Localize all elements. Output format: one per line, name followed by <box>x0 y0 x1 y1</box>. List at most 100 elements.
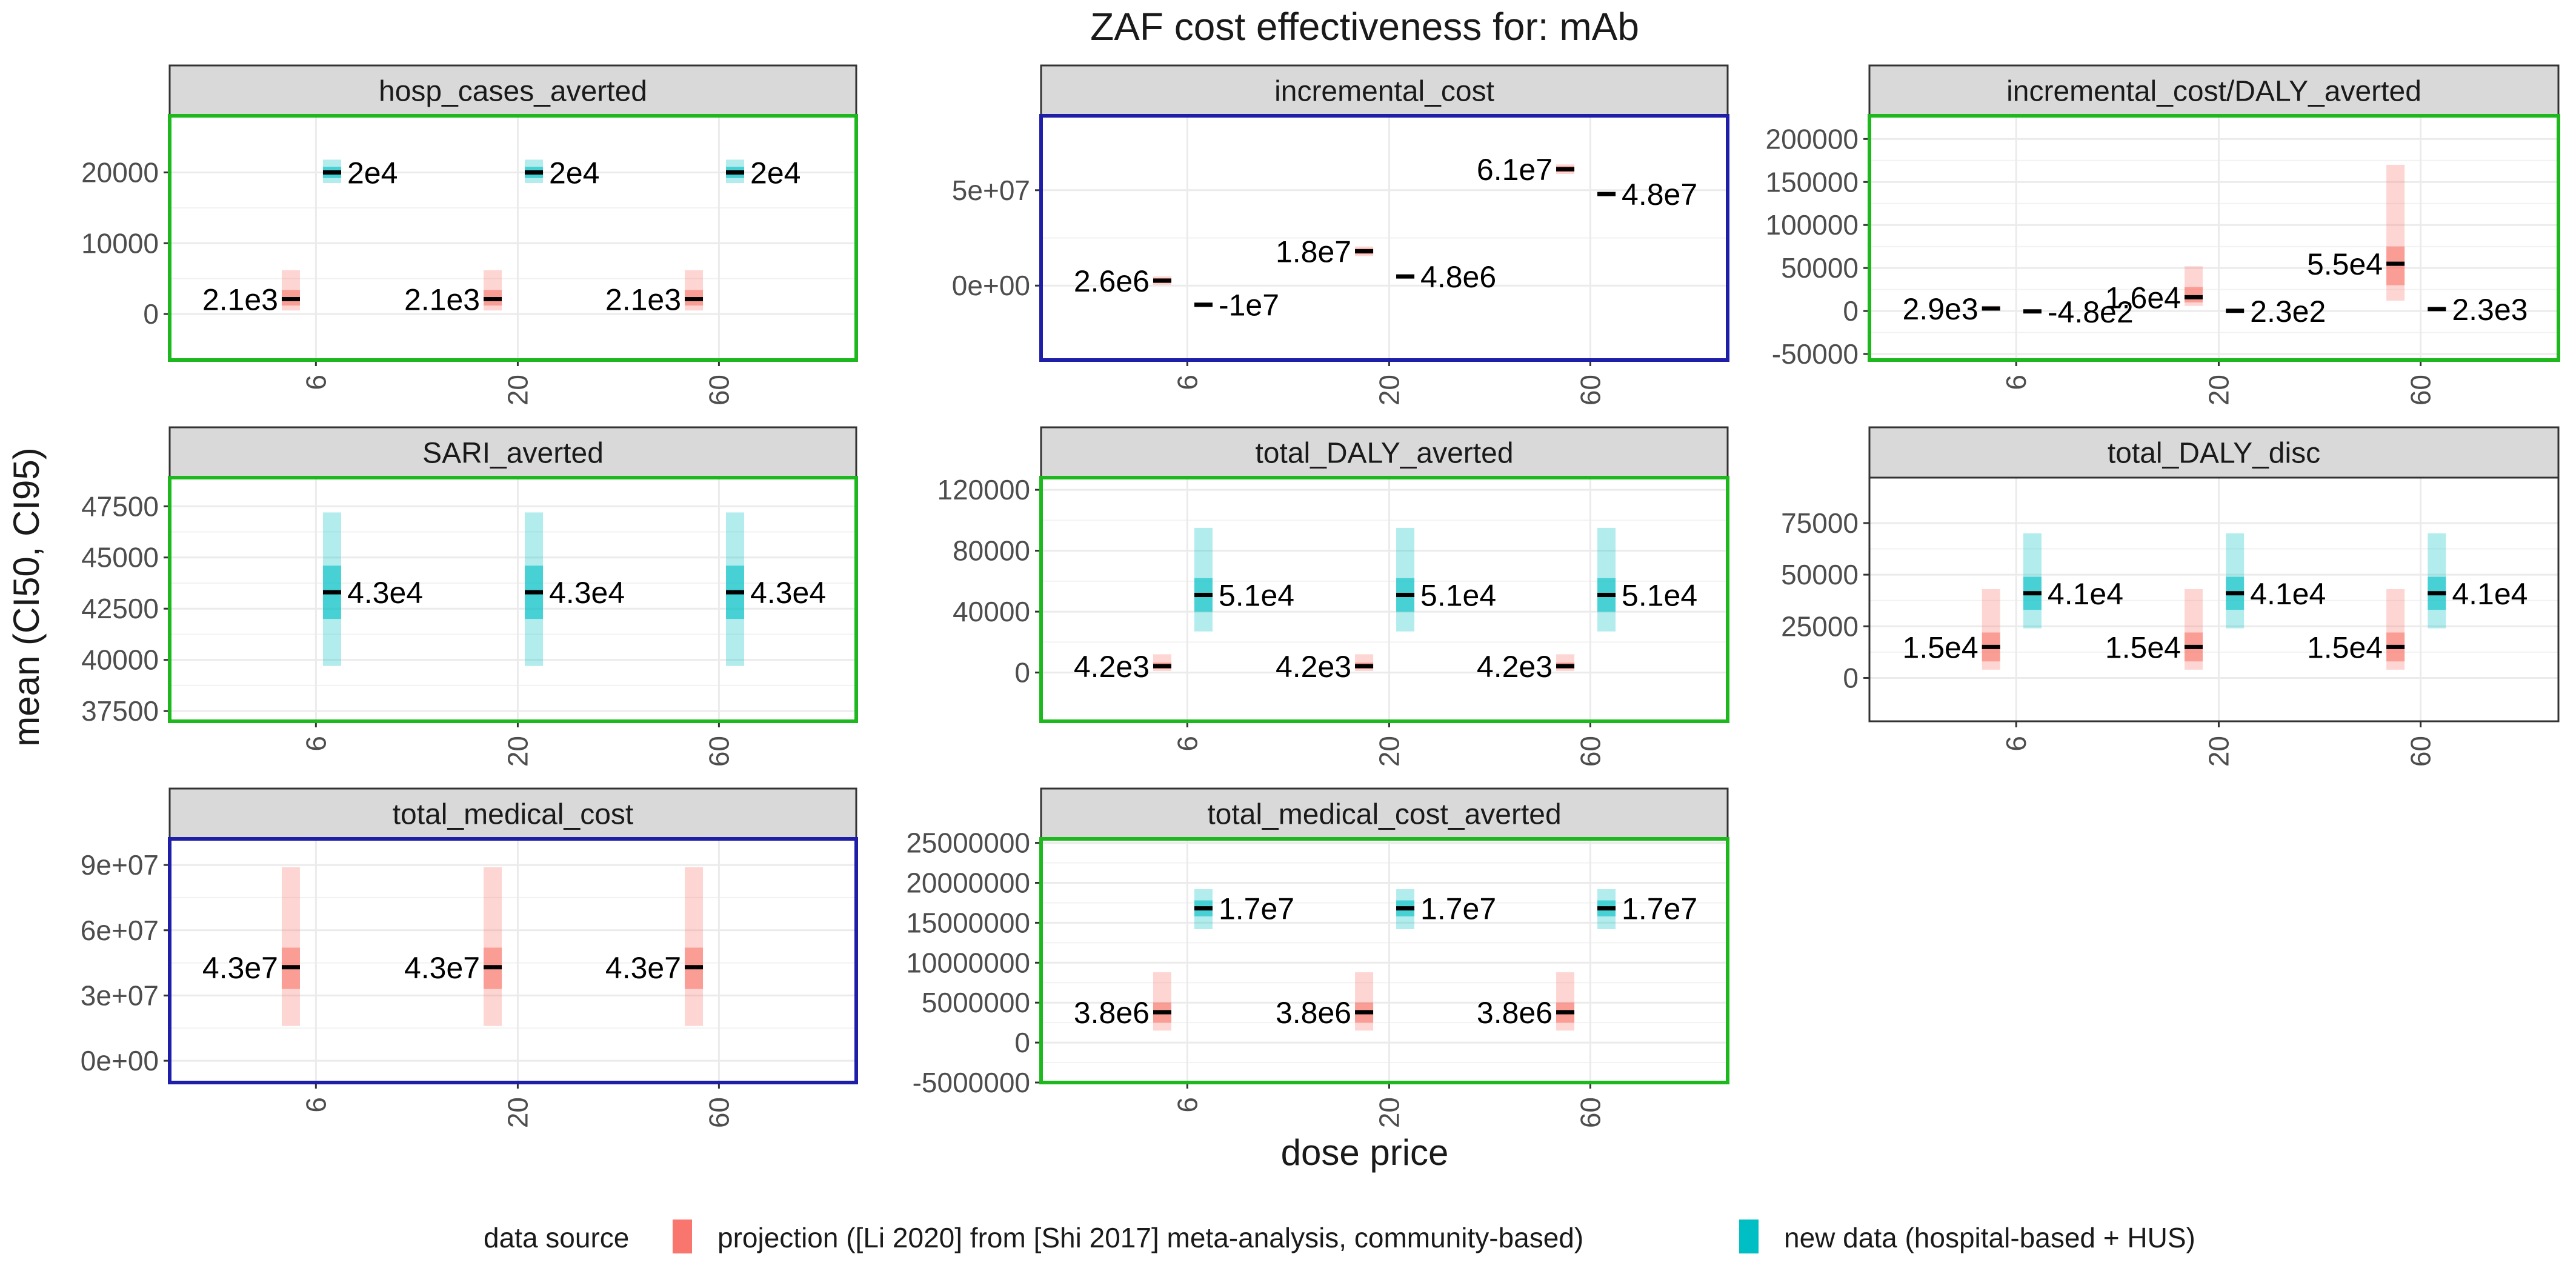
facet-strip-label: total_DALY_averted <box>1255 438 1513 470</box>
newdata-data-label: 1.7e7 <box>1622 892 1697 926</box>
x-tick-label: 20 <box>502 1097 533 1128</box>
newdata-data-label: 2e4 <box>549 156 599 190</box>
legend-label-newdata: new data (hospital-based + HUS) <box>1784 1222 2195 1253</box>
x-tick-label: 20 <box>2203 375 2234 405</box>
projection-ci95-bar <box>685 867 704 1026</box>
panel-frame <box>1039 114 1729 362</box>
projection-data-label: 4.2e3 <box>1276 650 1351 684</box>
projection-data-label: 2.6e6 <box>1074 264 1150 298</box>
projection-data-label: 2.1e3 <box>404 283 480 317</box>
y-tick-label: 42500 <box>81 593 159 624</box>
projection-data-label: 4.2e3 <box>1074 650 1150 684</box>
projection-data-label: 1.5e4 <box>1903 630 1979 664</box>
newdata-data-label: 4.8e7 <box>1622 178 1697 212</box>
legend-key-newdata <box>1739 1220 1759 1253</box>
y-tick-label: 15000000 <box>906 907 1030 938</box>
facet-strip-label: incremental_cost/DALY_averted <box>2006 76 2421 108</box>
facet-strip-label: total_medical_cost_averted <box>1207 799 1561 831</box>
projection-data-label: 4.3e7 <box>202 951 278 985</box>
projection-data-label: 2.9e3 <box>1903 292 1979 326</box>
facet-panel: incremental_cost/DALY_averted -50000 0 5000… <box>1766 64 2560 405</box>
projection-data-label: 3.8e6 <box>1477 996 1553 1030</box>
facet-strip-label: total_DALY_disc <box>2108 438 2320 470</box>
x-tick-label: 20 <box>502 375 533 405</box>
projection-ci95-bar <box>484 867 502 1026</box>
x-tick-label: 20 <box>502 736 533 767</box>
facet-panel: total_DALY_disc 0 25000 50000 75000 6 20 60 1.5e… <box>1781 426 2560 767</box>
y-tick-label: 0 <box>143 298 159 330</box>
newdata-data-label: -1e7 <box>1219 289 1279 322</box>
panel-frame <box>1868 476 2560 722</box>
y-tick-label: 200000 <box>1766 123 1859 155</box>
y-tick-label: 20000000 <box>906 867 1030 898</box>
legend-key-projection <box>673 1220 692 1253</box>
y-tick-label: 0e+00 <box>952 270 1030 301</box>
y-tick-label: 5000000 <box>922 987 1030 1018</box>
x-tick-label: 6 <box>300 736 331 752</box>
panel-frame <box>1868 114 2560 362</box>
facet-panel: total_medical_cost 0e+00 3e+07 6e+07 9e+07 6 2… <box>81 787 858 1128</box>
facet-strip <box>1040 787 1729 840</box>
panel-background <box>170 116 856 360</box>
facet-strip <box>1040 64 1729 117</box>
facet-panel: total_DALY_averted 0 40000 80000 120000 6 20 60… <box>937 426 1729 767</box>
panel-background <box>1041 839 1728 1083</box>
newdata-data-label: 4.3e4 <box>549 576 625 610</box>
y-tick-label: 50000 <box>1781 252 1859 284</box>
facet-strip-label: SARI_averted <box>422 438 604 470</box>
projection-data-label: 4.3e7 <box>404 951 480 985</box>
y-tick-label: 40000 <box>953 596 1030 627</box>
x-tick-label: 20 <box>1373 375 1405 405</box>
x-tick-label: 6 <box>300 375 331 390</box>
x-tick-label: 20 <box>2203 736 2234 767</box>
facet-panel: total_medical_cost_averted -5000000 0 50000… <box>906 787 1729 1128</box>
panel-frame <box>1039 476 1729 723</box>
projection-data-label: 5.5e4 <box>2307 247 2383 281</box>
x-tick-label: 6 <box>2000 375 2032 390</box>
projection-ci50-bar <box>2386 246 2405 285</box>
projection-data-label: 2.1e3 <box>605 283 681 317</box>
y-tick-label: 20000 <box>81 156 159 188</box>
x-tick-label: 60 <box>703 375 734 405</box>
projection-data-label: 1.8e7 <box>1276 235 1351 269</box>
facet-strip <box>168 64 857 117</box>
y-tick-label: 0 <box>1843 662 1859 693</box>
y-tick-label: 0 <box>1843 295 1859 327</box>
y-tick-label: 75000 <box>1781 507 1859 539</box>
x-tick-label: 60 <box>2405 736 2437 767</box>
legend-title: data source <box>484 1222 629 1253</box>
newdata-data-label: 2e4 <box>750 156 800 190</box>
newdata-data-label: 5.1e4 <box>1219 578 1294 612</box>
facet-strip-label: total_medical_cost <box>393 799 634 831</box>
y-tick-label: -50000 <box>1772 338 1859 370</box>
newdata-data-label: 4.8e6 <box>1420 260 1496 294</box>
projection-data-label: 4.2e3 <box>1477 650 1553 684</box>
y-tick-label: 0e+00 <box>81 1045 159 1076</box>
facet-strip <box>1868 426 2560 479</box>
y-tick-label: 10000 <box>81 227 159 259</box>
y-tick-label: 25000000 <box>906 827 1030 859</box>
x-tick-label: 6 <box>1171 736 1203 752</box>
facet-strip-label: incremental_cost <box>1274 76 1494 108</box>
y-tick-label: 25000 <box>1781 610 1859 642</box>
projection-data-label: 2.1e3 <box>202 283 278 317</box>
y-tick-label: 50000 <box>1781 559 1859 590</box>
x-tick-label: 6 <box>1171 1097 1203 1113</box>
y-tick-label: 37500 <box>81 695 159 727</box>
x-tick-label: 60 <box>1574 375 1606 405</box>
x-tick-label: 6 <box>300 1097 331 1113</box>
x-tick-label: 60 <box>2405 375 2437 405</box>
panel-background <box>1869 116 2558 360</box>
projection-data-label: 1.6e4 <box>2105 281 2181 315</box>
x-tick-label: 20 <box>1373 1097 1405 1128</box>
newdata-data-label: 5.1e4 <box>1622 578 1697 612</box>
y-tick-label: 10000000 <box>906 947 1030 978</box>
facet-strip <box>1868 64 2560 117</box>
projection-ci95-bar <box>281 867 300 1026</box>
y-tick-label: 40000 <box>81 644 159 676</box>
panel-frame <box>1039 837 1729 1084</box>
y-tick-label: -5000000 <box>913 1067 1030 1098</box>
facet-strip-label: hosp_cases_averted <box>379 76 647 108</box>
